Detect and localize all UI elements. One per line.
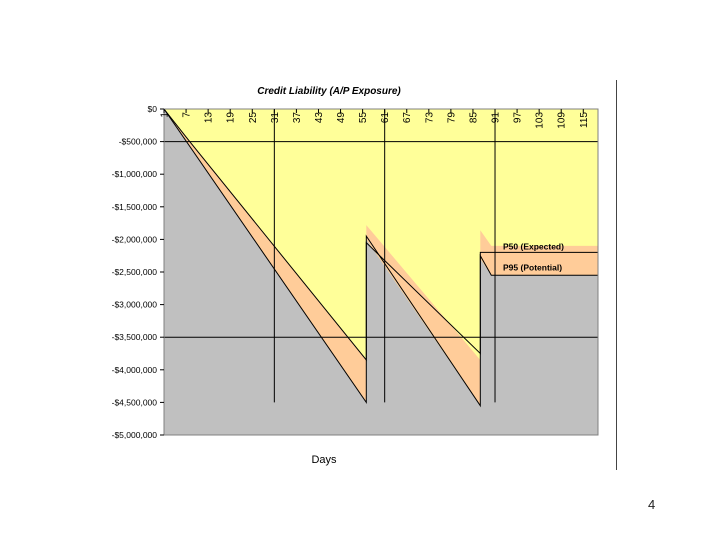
- x-tick-label: 85: [468, 112, 479, 124]
- x-tick-label: 73: [424, 112, 435, 124]
- series-line-2: [163, 108, 598, 408]
- y-tick-label: -$4,500,000: [112, 397, 158, 407]
- series-label-2: P95 (Potential): [503, 262, 562, 272]
- series-line-1: [163, 108, 598, 362]
- x-tick-label: 49: [336, 112, 347, 124]
- slide-divider: [616, 80, 617, 470]
- x-tick-label: 19: [226, 112, 237, 124]
- y-tick-label: -$500,000: [119, 137, 158, 147]
- y-tick-label: -$2,000,000: [112, 234, 158, 244]
- x-tick-label: 115: [579, 112, 590, 128]
- x-tick-label: 55: [358, 112, 369, 124]
- y-tick-label: -$5,000,000: [112, 430, 158, 440]
- x-axis-label: Days: [311, 454, 337, 466]
- page-number: 4: [648, 497, 656, 512]
- y-tick-label: -$3,500,000: [112, 332, 158, 342]
- x-tick-label: 43: [314, 112, 325, 124]
- x-tick-label: 1: [160, 112, 171, 118]
- y-tick-label: -$3,000,000: [112, 300, 158, 310]
- y-tick-label: -$1,500,000: [112, 202, 158, 212]
- x-tick-label: 103: [535, 112, 546, 129]
- potential-area: [164, 109, 598, 435]
- x-tick-label: 109: [557, 112, 568, 129]
- x-tick-label: 37: [292, 112, 303, 124]
- x-tick-label: 67: [402, 112, 413, 124]
- chart-title: Credit Liability (A/P Exposure): [257, 86, 401, 97]
- x-tick-label: 25: [248, 112, 259, 124]
- y-tick-label: -$2,500,000: [112, 267, 158, 277]
- y-tick-label: -$4,000,000: [112, 365, 158, 375]
- x-tick-label: 7: [182, 112, 193, 118]
- y-tick-label: $0: [148, 104, 158, 114]
- x-tick-label: 61: [380, 112, 391, 124]
- series-label-1: P50 (Expected): [503, 241, 564, 251]
- y-tick-label: -$1,000,000: [112, 169, 158, 179]
- x-tick-label: 31: [270, 112, 281, 124]
- x-tick-label: 91: [491, 112, 502, 124]
- x-tick-label: 79: [446, 112, 457, 124]
- x-tick-label: 13: [204, 112, 215, 124]
- x-tick-label: 97: [513, 112, 524, 124]
